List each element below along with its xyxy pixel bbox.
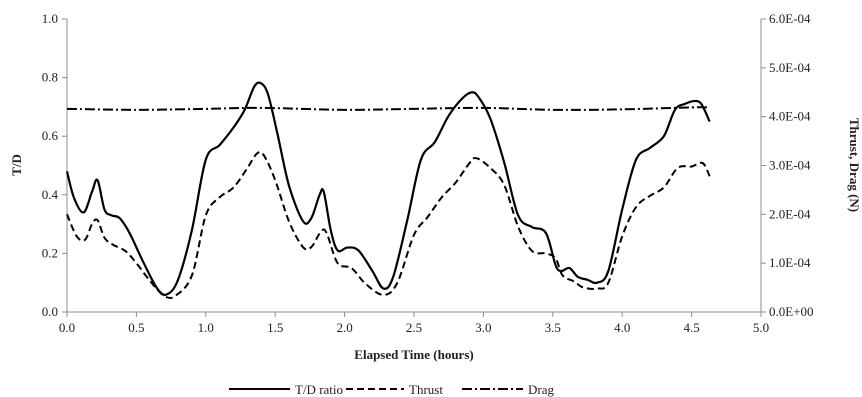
x-axis-title: Elapsed Time (hours)	[354, 347, 473, 362]
ticks: 0.0 0.5 1.0 1.5 2.0 2.5 3.0 3.5 4.0 4.5 5.0 0.0 0.2 0…	[42, 11, 814, 335]
right-y-axis-title: Thrust, Drag (N)	[847, 118, 862, 212]
x-tick-label: 1.5	[267, 320, 283, 335]
axes	[66, 19, 762, 313]
left-y-tick-label: 0.6	[42, 128, 59, 143]
x-tick-label: 2.0	[336, 320, 352, 335]
right-y-tick-label: 0.0E+00	[769, 304, 814, 319]
right-y-tick-label: 1.0E-04	[769, 255, 811, 270]
x-tick-label: 0.5	[128, 320, 144, 335]
left-y-tick-label: 0.8	[42, 70, 58, 85]
series-line-thrust	[66, 150, 711, 300]
left-y-tick-label: 0.0	[42, 304, 58, 319]
right-y-tick-label: 2.0E-04	[769, 206, 811, 221]
right-y-tick-label: 6.0E-04	[769, 11, 811, 26]
x-tick-label: 1.0	[198, 320, 214, 335]
left-y-tick-label: 0.2	[42, 245, 58, 260]
x-tick-label: 5.0	[753, 320, 769, 335]
legend-label-thrust: Thrust	[409, 382, 443, 397]
legend: T/D ratio Thrust Drag	[229, 382, 554, 397]
x-tick-label: 3.0	[475, 320, 491, 335]
x-tick-label: 2.5	[406, 320, 422, 335]
series-line-t-d-ratio	[65, 81, 711, 296]
left-y-tick-label: 1.0	[42, 11, 58, 26]
series-line-drag	[66, 106, 710, 111]
left-y-tick-label: 0.4	[42, 187, 59, 202]
series-group	[65, 81, 711, 300]
left-y-axis-title: T/D	[9, 154, 24, 176]
right-y-tick-label: 4.0E-04	[769, 109, 811, 124]
legend-label-td-ratio: T/D ratio	[295, 382, 343, 397]
right-y-tick-label: 3.0E-04	[769, 158, 811, 173]
x-tick-label: 4.5	[683, 320, 699, 335]
x-tick-label: 3.5	[545, 320, 561, 335]
x-tick-label: 4.0	[614, 320, 630, 335]
legend-label-drag: Drag	[528, 382, 554, 397]
x-tick-label: 0.0	[59, 320, 75, 335]
right-y-tick-label: 5.0E-04	[769, 60, 811, 75]
